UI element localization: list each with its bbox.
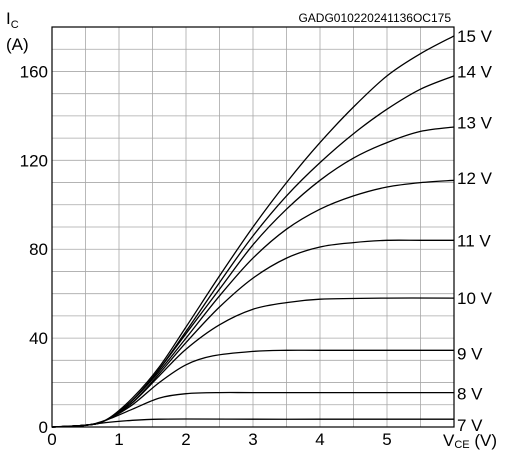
y-tick-label: 40 (29, 329, 48, 348)
series-label-vge-13v: 13 V (457, 114, 493, 133)
plot-frame (51, 26, 455, 428)
x-tick-label: 3 (248, 430, 257, 449)
series-label-vge-9v: 9 V (457, 345, 483, 364)
series-label-vge-8v: 8 V (457, 385, 483, 404)
x-tick-label: 5 (382, 430, 391, 449)
series-label-vge-11v: 11 V (457, 231, 491, 250)
y-tick-label: 160 (20, 62, 48, 81)
x-tick-labels: 0 1 2 3 4 5 (47, 430, 391, 449)
x-tick-label: 2 (181, 430, 190, 449)
series-label-vge-12v: 12 V (457, 169, 493, 188)
y-tick-label: 120 (20, 151, 48, 170)
series-label-vge-14v: 14 V (457, 62, 493, 81)
series-label-vge-15v: 15 V (457, 27, 493, 46)
y-axis-unit: (A) (6, 35, 29, 54)
x-tick-label: 4 (315, 430, 324, 449)
curve-vge-15v (51, 35, 455, 428)
series-label-vge-10v: 10 V (457, 289, 493, 308)
y-tick-label: 80 (29, 240, 48, 259)
x-axis-title: VCE (V) (443, 431, 497, 451)
x-tick-label: 1 (114, 430, 123, 449)
y-tick-labels: 0 40 80 120 160 (20, 62, 48, 437)
x-tick-label: 0 (47, 430, 56, 449)
grid (52, 27, 454, 427)
curves (51, 35, 455, 428)
series-label-vge-7v: 7 V (457, 416, 483, 435)
y-tick-label: 0 (39, 418, 48, 437)
y-axis-title: IC (6, 9, 19, 31)
chart-code: GADG010220241136OC175 (298, 11, 451, 25)
series-labels: 7 V 8 V 9 V 10 V 11 V 12 V 13 V 14 V 15 V (457, 27, 493, 435)
